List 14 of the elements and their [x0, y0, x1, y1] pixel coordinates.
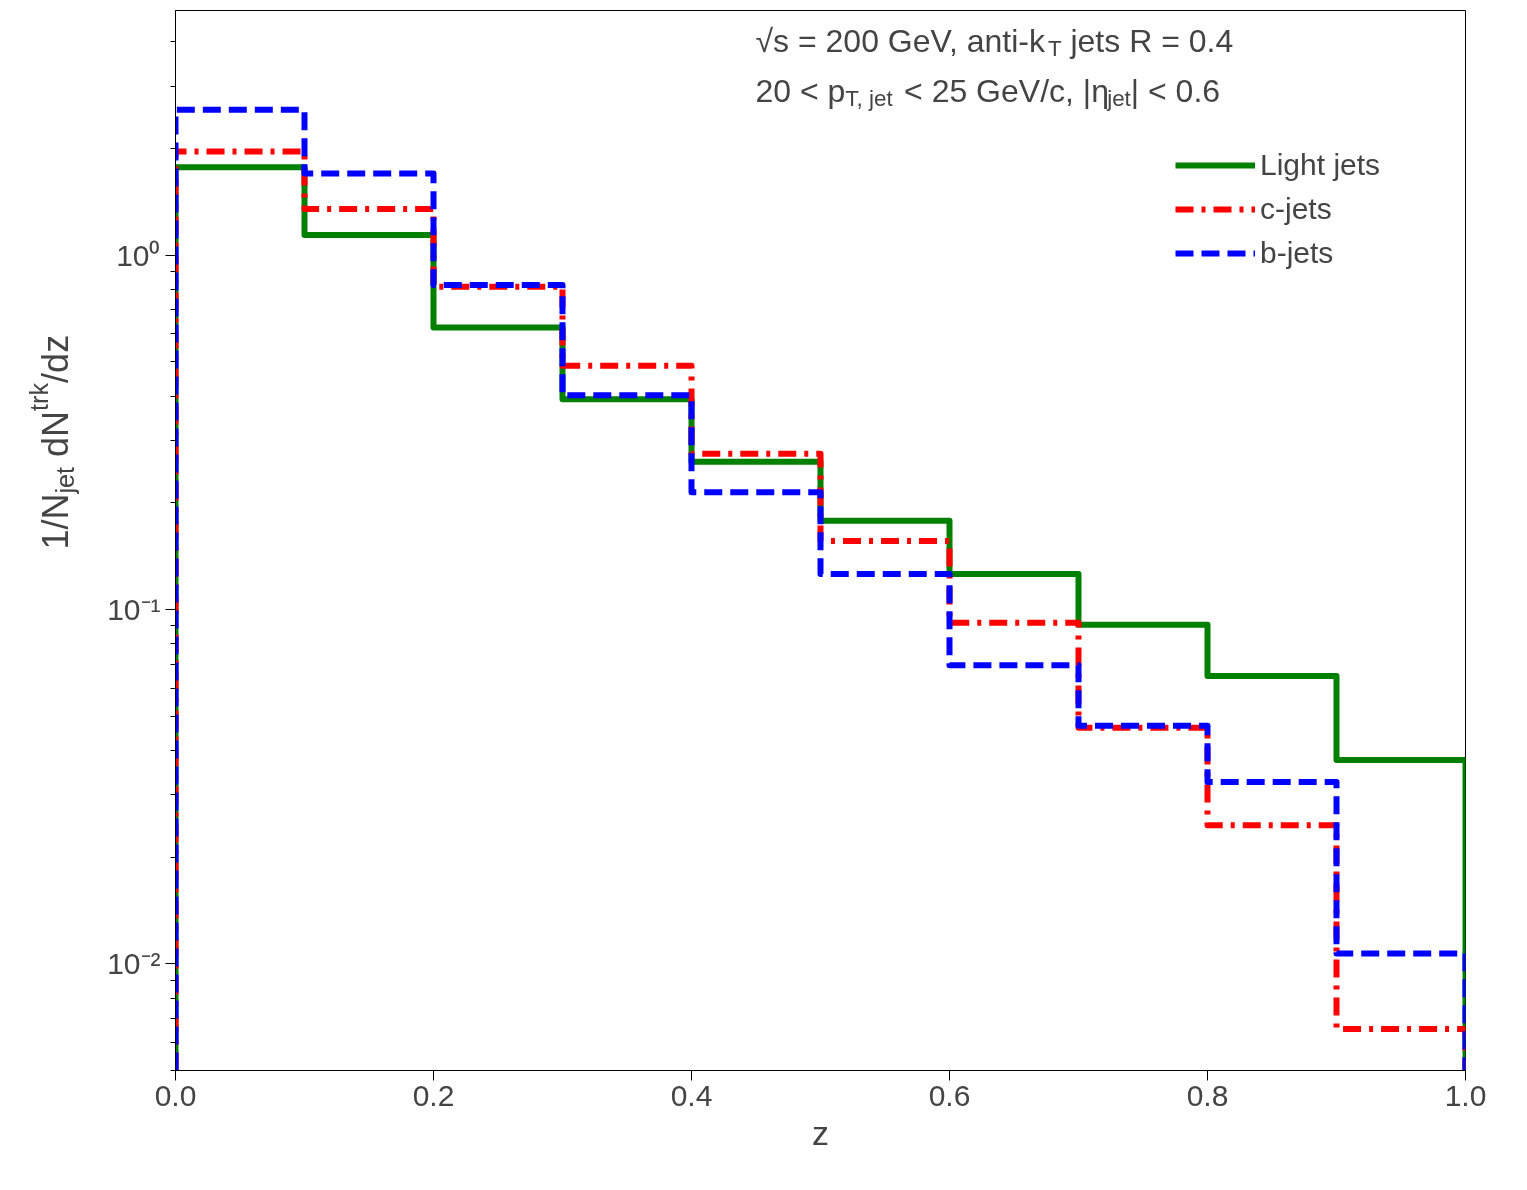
legend-label: Light jets — [1260, 148, 1381, 182]
x-tick-label: 1.0 — [1444, 1078, 1487, 1112]
x-tick-label: 0.0 — [154, 1078, 197, 1112]
x-tick-label: 0.2 — [412, 1078, 455, 1112]
legend-label: b-jets — [1260, 236, 1334, 270]
x-tick-label: 0.4 — [670, 1078, 713, 1112]
y-tick-label: 10⁻¹ — [107, 592, 161, 626]
y-tick-label: 10⁰ — [116, 238, 161, 272]
x-tick-label: 0.8 — [1186, 1078, 1229, 1112]
y-tick-label: 10⁻² — [107, 947, 161, 981]
x-axis-title: z — [812, 1113, 829, 1152]
legend-label: c-jets — [1260, 192, 1332, 226]
y-axis-title: 1/Njet dNtrk/dz — [25, 334, 79, 550]
x-tick-label: 0.6 — [928, 1078, 971, 1112]
